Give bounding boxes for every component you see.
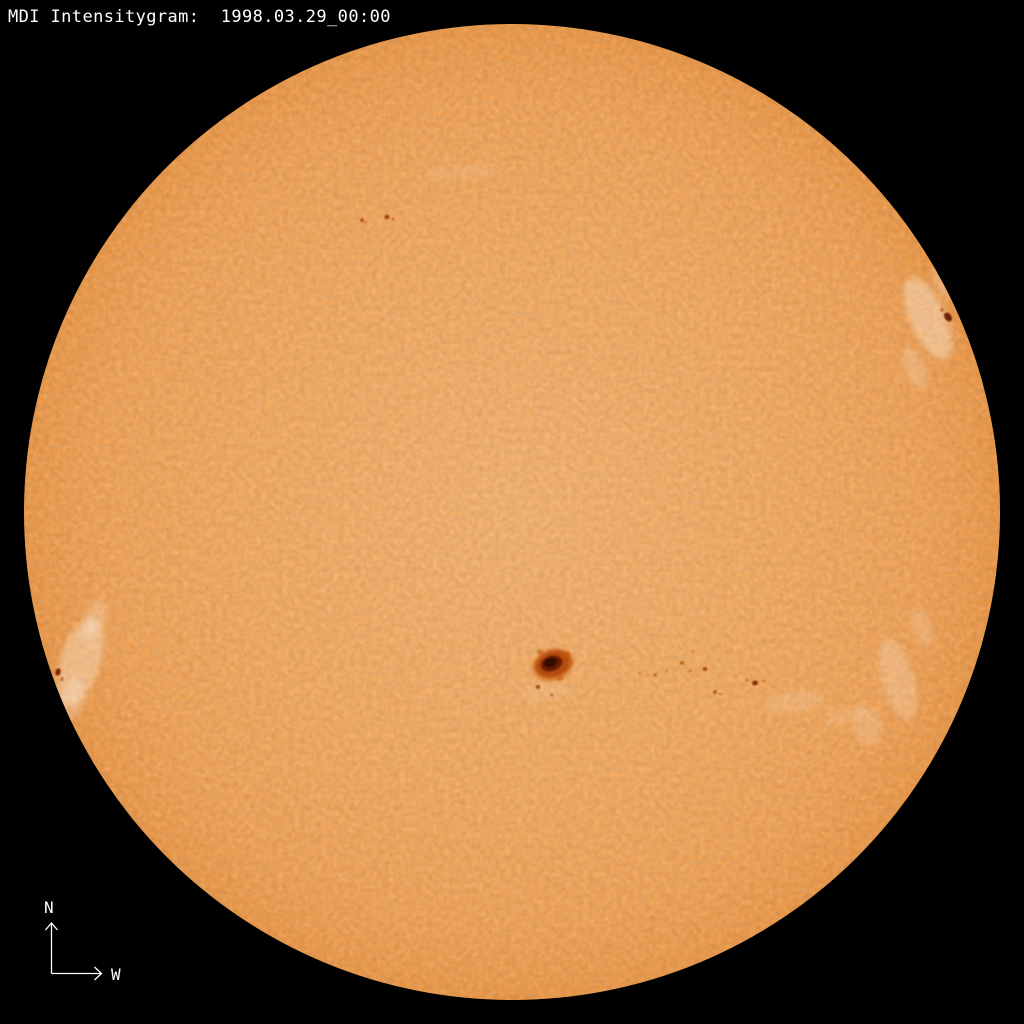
facula	[878, 639, 918, 721]
sunspot	[653, 673, 657, 677]
sunspot	[544, 657, 557, 668]
sunspot	[665, 669, 669, 673]
sunspot	[752, 680, 758, 686]
sunspot	[566, 660, 574, 666]
sunspot	[555, 675, 565, 681]
facula	[903, 277, 953, 359]
compass-north-label: N	[44, 898, 54, 917]
sunspot	[391, 217, 395, 221]
sunspot	[688, 669, 692, 673]
granulation-texture-dark	[24, 24, 1000, 1000]
compass-west-label: W	[111, 965, 121, 984]
sunspot	[55, 668, 61, 676]
sunspot	[360, 218, 364, 222]
compass-arrows	[45, 922, 103, 981]
sunspot	[646, 673, 650, 677]
sunspot	[550, 693, 554, 697]
image-title: MDI Intensitygram: 1998.03.29_00:00	[8, 7, 391, 27]
sunspot	[762, 679, 766, 683]
sunspot	[384, 214, 390, 220]
facula	[422, 164, 502, 180]
sunspot	[691, 650, 695, 654]
sunspot	[940, 308, 944, 312]
sunspot-layer	[55, 214, 952, 697]
faculae-layer	[56, 164, 958, 746]
sunspot	[536, 649, 544, 655]
facula	[81, 599, 107, 641]
sunspot	[364, 221, 368, 223]
sunspot	[718, 692, 722, 696]
sunspot	[944, 312, 952, 322]
facula	[519, 682, 571, 702]
sunspot	[60, 676, 64, 682]
facula	[902, 347, 928, 389]
sunspot	[535, 685, 541, 689]
sunspot	[713, 690, 717, 694]
facula	[911, 608, 933, 648]
compass: N W	[44, 898, 121, 984]
sunspot	[561, 651, 571, 659]
facula	[765, 691, 825, 713]
sunspot	[702, 667, 708, 671]
sunspot	[745, 678, 749, 682]
sunspot	[638, 671, 642, 675]
facula	[823, 705, 867, 727]
sunspot	[679, 661, 685, 665]
